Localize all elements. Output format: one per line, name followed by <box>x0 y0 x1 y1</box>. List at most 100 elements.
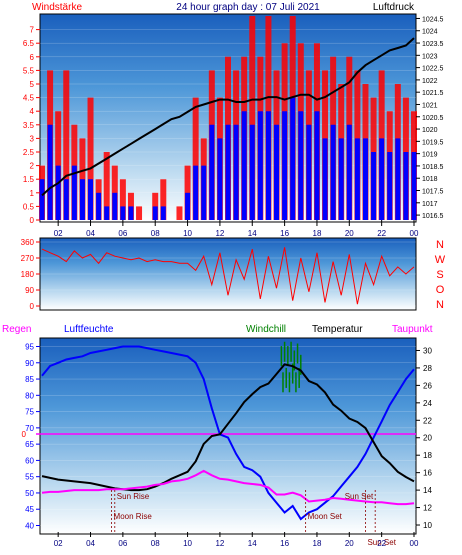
legend-windchill: Windchill <box>246 324 286 335</box>
time-tick-label: 20 <box>345 229 354 238</box>
temperature-tick-label: 30 <box>423 346 432 355</box>
time-tick-label: 18 <box>313 229 322 238</box>
temperature-humidity-panel <box>39 337 417 535</box>
wind-direction-panel <box>39 237 417 311</box>
temperature-tick-label: 28 <box>423 364 432 373</box>
wind-tick-label: 0 <box>30 216 35 225</box>
sun-event-label: Sun Set <box>367 538 396 547</box>
wind-tick-label: 3 <box>30 134 35 143</box>
time-tick-label: 16 <box>280 539 289 548</box>
time-tick-label: 10 <box>183 229 192 238</box>
direction-tick-label: 0 <box>30 302 35 311</box>
time-tick-label: 08 <box>151 539 160 548</box>
moon-event-label: Moon Set <box>308 512 343 521</box>
humidity-tick-label: 70 <box>25 424 34 433</box>
pressure-tick-label: 1018 <box>422 176 438 183</box>
pressure-tick-label: 1024.5 <box>422 16 444 23</box>
legend-temperatur: Temperatur <box>312 324 363 335</box>
wind-tick-label: 1.5 <box>23 175 35 184</box>
time-tick-label: 12 <box>215 539 224 548</box>
time-tick-label: 06 <box>118 229 127 238</box>
pressure-tick-label: 1019 <box>422 152 438 159</box>
temperature-tick-label: 10 <box>423 521 432 530</box>
time-tick-label: 10 <box>183 539 192 548</box>
humidity-tick-label: 75 <box>25 408 34 417</box>
direction-tick-label: 180 <box>21 270 35 279</box>
sun-event-label: Sun Set <box>345 492 374 501</box>
time-tick-label: 04 <box>86 539 95 548</box>
wind-tick-label: 6 <box>30 53 35 62</box>
direction-tick-label: 270 <box>21 254 35 263</box>
humidity-tick-label: 55 <box>25 473 34 482</box>
time-tick-label: 00 <box>410 539 419 548</box>
time-tick-label: 06 <box>118 539 127 548</box>
wind-tick-label: 5 <box>30 80 35 89</box>
humidity-tick-label: 80 <box>25 391 34 400</box>
wind-tick-label: 7 <box>30 26 35 35</box>
moon-event-label: Moon Rise <box>114 512 153 521</box>
time-tick-label: 02 <box>54 229 63 238</box>
dewpoint-line <box>41 469 415 506</box>
humidity-tick-label: 45 <box>25 505 34 514</box>
pressure-axis-title: Luftdruck <box>373 2 415 13</box>
time-tick-label: 22 <box>377 229 386 238</box>
temperature-tick-label: 22 <box>423 416 432 425</box>
pressure-tick-label: 1024 <box>422 29 438 36</box>
wind-tick-label: 0.5 <box>23 202 35 211</box>
temperature-tick-label: 16 <box>423 469 432 478</box>
legend-luftfeuchte: Luftfeuchte <box>64 324 114 335</box>
compass-label: N <box>436 239 444 251</box>
humidity-tick-label: 50 <box>25 489 34 498</box>
pressure-tick-label: 1021 <box>422 102 438 109</box>
sun-event-label: Sun Rise <box>117 492 150 501</box>
pressure-tick-label: 1023 <box>422 53 438 60</box>
temperature-tick-label: 18 <box>423 451 432 460</box>
humidity-tick-label: 65 <box>25 440 34 449</box>
humidity-tick-label: 60 <box>25 456 34 465</box>
humidity-line <box>41 345 415 521</box>
time-tick-label: 16 <box>280 229 289 238</box>
compass-label: S <box>436 269 443 281</box>
time-tick-label: 02 <box>54 539 63 548</box>
time-tick-label: 20 <box>345 539 354 548</box>
time-tick-label: 22 <box>377 539 386 548</box>
temperature-line <box>41 363 415 492</box>
pressure-tick-label: 1022.5 <box>422 66 444 73</box>
compass-label: N <box>436 299 444 311</box>
pressure-tick-label: 1023.5 <box>422 41 444 48</box>
time-tick-label: 14 <box>248 229 257 238</box>
wind-tick-label: 5.5 <box>23 66 35 75</box>
wind-tick-label: 4 <box>30 107 35 116</box>
humidity-tick-label: 90 <box>25 359 34 368</box>
wind-direction-line <box>41 247 415 305</box>
wind-tick-label: 6.5 <box>23 39 35 48</box>
temperature-tick-label: 20 <box>423 434 432 443</box>
direction-tick-label: 90 <box>25 286 34 295</box>
temperature-tick-label: 12 <box>423 504 432 513</box>
graph-title: 24 hour graph day : 07 Juli 2021 <box>176 2 320 13</box>
wind-tick-label: 2.5 <box>23 148 35 157</box>
time-tick-label: 18 <box>313 539 322 548</box>
wind-tick-label: 1 <box>30 189 35 198</box>
time-tick-label: 14 <box>248 539 257 548</box>
wind-axis-title: Windstärke <box>32 2 82 13</box>
direction-tick-label: 360 <box>21 238 35 247</box>
pressure-tick-label: 1017 <box>422 201 438 208</box>
humidity-tick-label: 85 <box>25 375 34 384</box>
time-tick-label: 12 <box>215 229 224 238</box>
pressure-line <box>41 37 415 197</box>
time-tick-label: 04 <box>86 229 95 238</box>
pressure-tick-label: 1016.5 <box>422 213 444 220</box>
rain-zero-label: 0 <box>22 430 27 439</box>
pressure-tick-label: 1020.5 <box>422 115 444 122</box>
temperature-tick-label: 26 <box>423 381 432 390</box>
humidity-tick-label: 40 <box>25 521 34 530</box>
pressure-tick-label: 1019.5 <box>422 139 444 146</box>
compass-label: W <box>435 254 446 266</box>
humidity-tick-label: 95 <box>25 343 34 352</box>
legend-regen: Regen <box>2 324 31 335</box>
temperature-tick-label: 14 <box>423 486 432 495</box>
time-tick-label: 00 <box>410 229 419 238</box>
